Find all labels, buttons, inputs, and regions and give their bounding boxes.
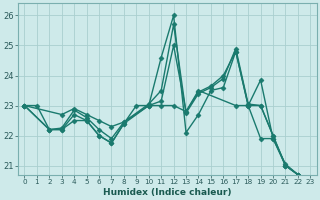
X-axis label: Humidex (Indice chaleur): Humidex (Indice chaleur) [103,188,232,197]
